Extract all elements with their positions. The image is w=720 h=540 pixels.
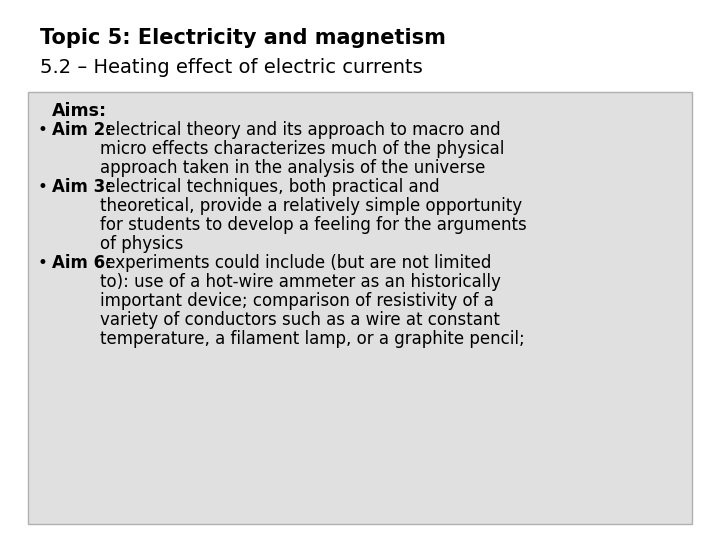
Text: •: • — [38, 121, 48, 139]
Text: •: • — [38, 178, 48, 196]
Text: Topic 5: Electricity and magnetism: Topic 5: Electricity and magnetism — [40, 28, 446, 48]
Text: micro effects characterizes much of the physical: micro effects characterizes much of the … — [100, 140, 505, 158]
Text: electrical techniques, both practical and: electrical techniques, both practical an… — [100, 178, 440, 196]
Text: Aim 3:: Aim 3: — [52, 178, 112, 196]
Text: important device; comparison of resistivity of a: important device; comparison of resistiv… — [100, 292, 494, 310]
Text: to): use of a hot-wire ammeter as an historically: to): use of a hot-wire ammeter as an his… — [100, 273, 501, 291]
Text: electrical theory and its approach to macro and: electrical theory and its approach to ma… — [100, 121, 500, 139]
Text: theoretical, provide a relatively simple opportunity: theoretical, provide a relatively simple… — [100, 197, 522, 215]
Text: •: • — [38, 254, 48, 272]
Text: 5.2 – Heating effect of electric currents: 5.2 – Heating effect of electric current… — [40, 58, 423, 77]
Text: variety of conductors such as a wire at constant: variety of conductors such as a wire at … — [100, 311, 500, 329]
Text: temperature, a filament lamp, or a graphite pencil;: temperature, a filament lamp, or a graph… — [100, 330, 525, 348]
Text: experiments could include (but are not limited: experiments could include (but are not l… — [100, 254, 491, 272]
Text: approach taken in the analysis of the universe: approach taken in the analysis of the un… — [100, 159, 485, 177]
Text: Aim 2:: Aim 2: — [52, 121, 112, 139]
Text: of physics: of physics — [100, 235, 184, 253]
Text: Aim 6:: Aim 6: — [52, 254, 112, 272]
Text: Aims:: Aims: — [52, 102, 107, 120]
Bar — [28, 92, 692, 524]
Text: for students to develop a feeling for the arguments: for students to develop a feeling for th… — [100, 216, 527, 234]
